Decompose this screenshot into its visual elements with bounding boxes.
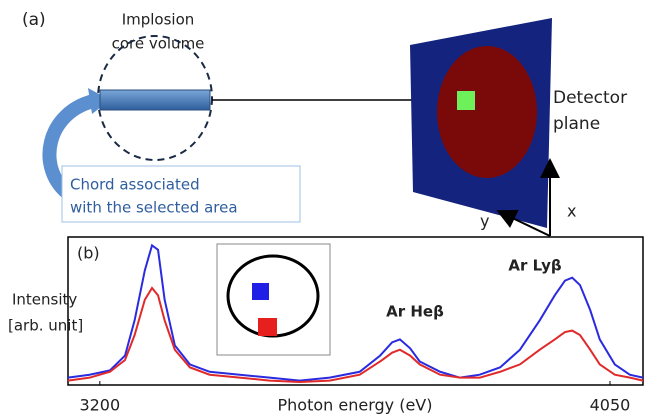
annotation: Ar Heβ	[386, 303, 444, 321]
inset-red	[258, 318, 277, 336]
series-line	[67, 286, 644, 384]
detector-area	[437, 46, 537, 178]
y-axis-label: [arb. unit]	[8, 317, 83, 335]
series-line	[67, 243, 644, 382]
y-axis-label: Intensity	[12, 291, 77, 309]
x-tick-label: 4050	[590, 396, 631, 415]
detector-label: plane	[553, 114, 600, 134]
core-label: Implosion	[122, 11, 195, 29]
curved-arrow-head	[88, 88, 110, 114]
core-label: core volume	[112, 35, 205, 53]
panel-a: (a) Implosion core volume Detector plane…	[22, 10, 627, 237]
x-tick-label: 3200	[79, 396, 120, 415]
chord-box	[61, 165, 301, 223]
axis-label: y	[480, 212, 489, 231]
chord-rod	[99, 89, 211, 111]
plot-frame	[67, 236, 644, 386]
panel-label: (b)	[77, 244, 100, 263]
detector-label: Detector	[553, 88, 627, 108]
inset	[216, 243, 331, 356]
curved-arrow	[42, 93, 100, 201]
inset-blue	[252, 283, 269, 300]
x-axis-label: Photon energy (eV)	[278, 396, 433, 415]
axis-arrow	[496, 209, 551, 237]
panel-label: (a)	[22, 10, 46, 30]
selected-area	[457, 91, 475, 110]
annotation: Ar Lyβ	[508, 257, 562, 275]
chord-label: Chord associated	[70, 176, 200, 194]
chord-label: with the selected area	[70, 199, 238, 217]
axis-label: x	[567, 202, 576, 221]
panel-b: (b) Intensity [arb. unit] Photon energy …	[8, 236, 644, 415]
